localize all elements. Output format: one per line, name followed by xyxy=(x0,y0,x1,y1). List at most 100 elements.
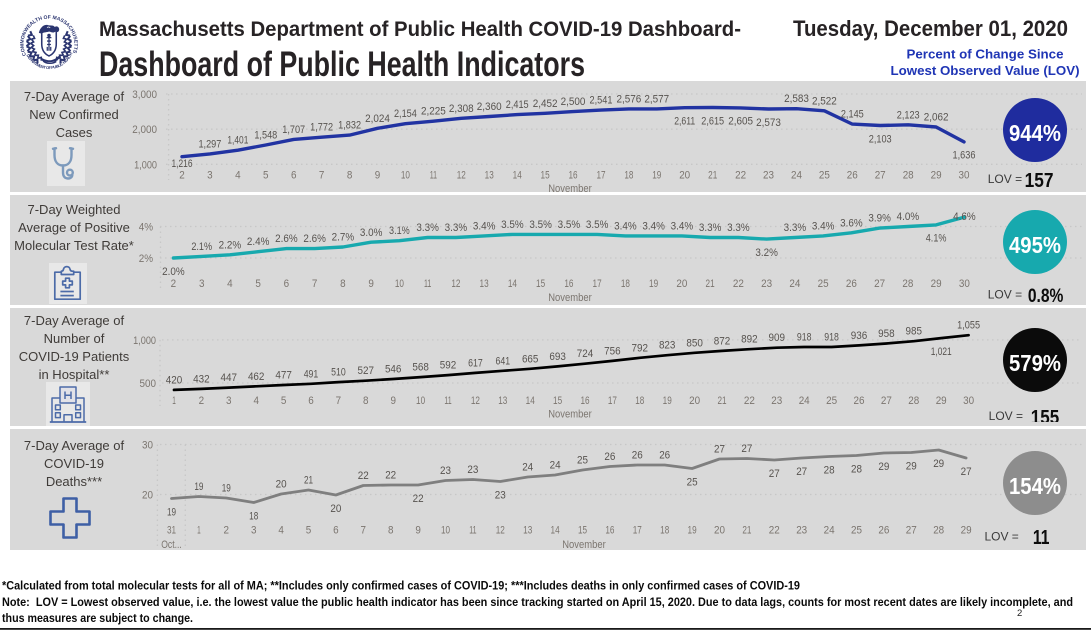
svg-text:2,145: 2,145 xyxy=(841,109,864,121)
svg-text:4: 4 xyxy=(253,395,259,407)
svg-text:2.6%: 2.6% xyxy=(275,233,298,245)
svg-text:1,297: 1,297 xyxy=(198,138,221,150)
svg-text:792: 792 xyxy=(632,342,649,354)
svg-text:491: 491 xyxy=(304,368,319,380)
svg-text:579%: 579% xyxy=(1009,350,1061,376)
svg-text:30: 30 xyxy=(959,278,970,290)
svg-text:2,024: 2,024 xyxy=(365,113,390,125)
svg-text:15: 15 xyxy=(578,525,587,537)
svg-text:3.6%: 3.6% xyxy=(840,217,863,229)
svg-text:19: 19 xyxy=(167,506,176,518)
svg-text:22: 22 xyxy=(769,525,780,537)
svg-text:5: 5 xyxy=(255,278,261,290)
svg-text:1,832: 1,832 xyxy=(338,120,361,132)
svg-text:22: 22 xyxy=(735,169,746,181)
svg-text:892: 892 xyxy=(741,334,758,346)
svg-text:26: 26 xyxy=(854,395,865,407)
svg-text:LOV =: LOV = xyxy=(989,409,1023,422)
svg-text:27: 27 xyxy=(875,169,886,181)
svg-text:4.1%: 4.1% xyxy=(926,233,947,245)
svg-text:6: 6 xyxy=(308,395,314,407)
svg-text:Oct...: Oct... xyxy=(161,539,182,550)
svg-text:25: 25 xyxy=(819,169,830,181)
svg-text:9: 9 xyxy=(375,169,381,181)
svg-text:23: 23 xyxy=(761,278,772,290)
svg-text:10: 10 xyxy=(401,169,410,181)
svg-text:17: 17 xyxy=(633,525,642,537)
svg-text:30: 30 xyxy=(959,169,970,181)
svg-text:9: 9 xyxy=(368,278,374,290)
svg-text:2,154: 2,154 xyxy=(394,108,417,120)
svg-text:21: 21 xyxy=(742,525,751,537)
svg-text:2,615: 2,615 xyxy=(701,115,724,127)
svg-text:1,000: 1,000 xyxy=(134,159,157,171)
svg-text:3: 3 xyxy=(251,525,257,537)
svg-text:November: November xyxy=(548,292,592,304)
svg-text:5: 5 xyxy=(263,169,269,181)
svg-text:29: 29 xyxy=(961,525,972,537)
svg-text:Tuesday, December 01, 2020: Tuesday, December 01, 2020 xyxy=(793,16,1068,41)
svg-text:17: 17 xyxy=(608,395,617,407)
svg-text:4: 4 xyxy=(227,278,233,290)
svg-text:2,452: 2,452 xyxy=(533,98,558,110)
svg-text:617: 617 xyxy=(468,357,483,369)
svg-text:31: 31 xyxy=(167,525,176,537)
svg-text:18: 18 xyxy=(635,395,644,407)
svg-text:20: 20 xyxy=(276,479,287,491)
svg-text:1,772: 1,772 xyxy=(310,122,333,134)
svg-text:30: 30 xyxy=(963,395,974,407)
svg-text:4%: 4% xyxy=(139,222,153,234)
svg-text:21: 21 xyxy=(717,395,726,407)
svg-text:3.2%: 3.2% xyxy=(755,247,778,259)
svg-text:936: 936 xyxy=(851,330,868,342)
svg-text:29: 29 xyxy=(933,458,944,470)
svg-text:2,308: 2,308 xyxy=(449,103,474,115)
svg-text:2.6%: 2.6% xyxy=(303,233,326,245)
svg-text:1: 1 xyxy=(172,395,176,407)
svg-text:29: 29 xyxy=(936,395,947,407)
svg-text:724: 724 xyxy=(577,348,594,360)
svg-text:495%: 495% xyxy=(1009,232,1061,258)
svg-text:1: 1 xyxy=(197,525,201,537)
svg-text:29: 29 xyxy=(931,169,942,181)
svg-text:22: 22 xyxy=(733,278,744,290)
svg-text:155: 155 xyxy=(1031,407,1060,422)
svg-text:2,062: 2,062 xyxy=(924,112,949,124)
svg-text:3.3%: 3.3% xyxy=(445,222,468,234)
svg-text:27: 27 xyxy=(874,278,885,290)
svg-text:26: 26 xyxy=(846,278,857,290)
svg-text:756: 756 xyxy=(604,345,621,357)
svg-text:985: 985 xyxy=(906,326,923,338)
svg-text:0.8%: 0.8% xyxy=(1028,286,1064,304)
svg-text:15: 15 xyxy=(553,395,562,407)
svg-text:LOV =: LOV = xyxy=(985,530,1019,544)
svg-text:27: 27 xyxy=(714,444,725,456)
svg-text:16: 16 xyxy=(580,395,589,407)
svg-text:19: 19 xyxy=(222,483,231,495)
svg-text:12: 12 xyxy=(457,169,466,181)
svg-text:20: 20 xyxy=(142,490,153,502)
svg-text:26: 26 xyxy=(878,525,889,537)
svg-text:3.5%: 3.5% xyxy=(529,219,552,231)
svg-text:14: 14 xyxy=(526,395,535,407)
svg-text:823: 823 xyxy=(659,340,676,352)
svg-text:2,500: 2,500 xyxy=(561,96,586,108)
svg-text:3.0%: 3.0% xyxy=(360,227,383,239)
svg-text:11: 11 xyxy=(430,169,437,181)
svg-text:7: 7 xyxy=(336,395,342,407)
svg-text:1,636: 1,636 xyxy=(953,150,976,162)
svg-text:23: 23 xyxy=(771,395,782,407)
svg-text:1,000: 1,000 xyxy=(133,335,156,347)
svg-text:872: 872 xyxy=(714,335,731,347)
svg-text:958: 958 xyxy=(878,328,895,340)
svg-text:3.1%: 3.1% xyxy=(389,225,410,237)
svg-text:16: 16 xyxy=(568,169,577,181)
svg-text:23: 23 xyxy=(467,464,478,476)
svg-text:17: 17 xyxy=(593,278,602,290)
svg-text:527: 527 xyxy=(358,365,375,377)
svg-text:5: 5 xyxy=(306,525,312,537)
svg-text:2,611: 2,611 xyxy=(674,116,695,128)
svg-text:27: 27 xyxy=(906,525,917,537)
svg-text:8: 8 xyxy=(347,169,353,181)
svg-text:8: 8 xyxy=(388,525,394,537)
